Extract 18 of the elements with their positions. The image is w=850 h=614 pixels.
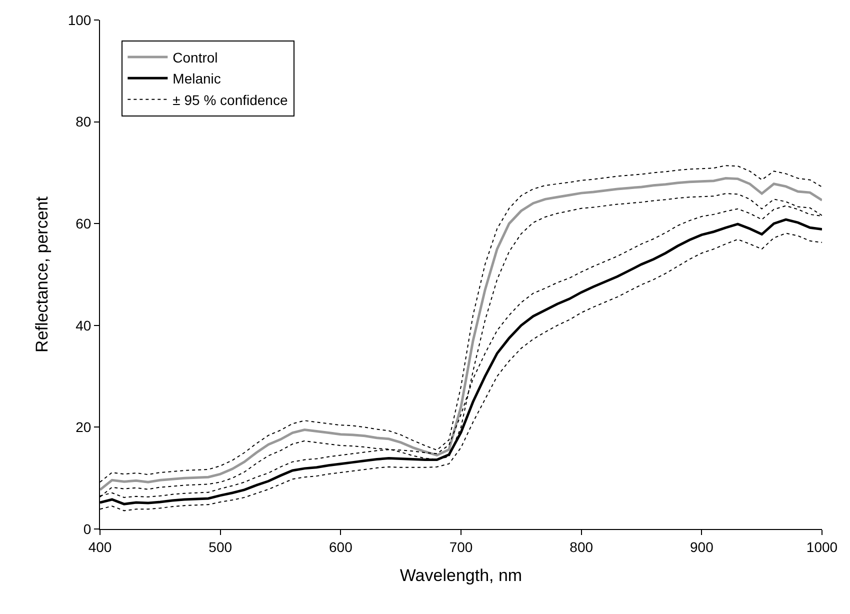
y-axis-title: Reflectance, percent	[32, 196, 52, 352]
x-tick-label: 1000	[806, 538, 838, 555]
legend-label: Control	[172, 49, 218, 66]
y-tick-label: 20	[76, 419, 92, 436]
legend-label: ± 95 % confidence	[172, 92, 288, 108]
x-tick-label: 600	[328, 538, 353, 555]
x-tick-label: 400	[88, 538, 112, 555]
x-tick-label: 800	[570, 538, 594, 555]
x-tick-label: 500	[208, 538, 232, 555]
x-tick-label: 900	[690, 538, 714, 555]
x-axis-title: Wavelength, nm	[400, 566, 522, 586]
y-tick-label: 60	[76, 216, 92, 232]
y-tick-label: 100	[68, 12, 92, 28]
y-tick-label: 80	[76, 114, 92, 130]
y-tick-label: 40	[76, 317, 92, 334]
x-tick-label: 700	[449, 538, 473, 555]
legend-label: Melanic	[172, 70, 221, 87]
y-tick-label: 0	[83, 520, 92, 537]
